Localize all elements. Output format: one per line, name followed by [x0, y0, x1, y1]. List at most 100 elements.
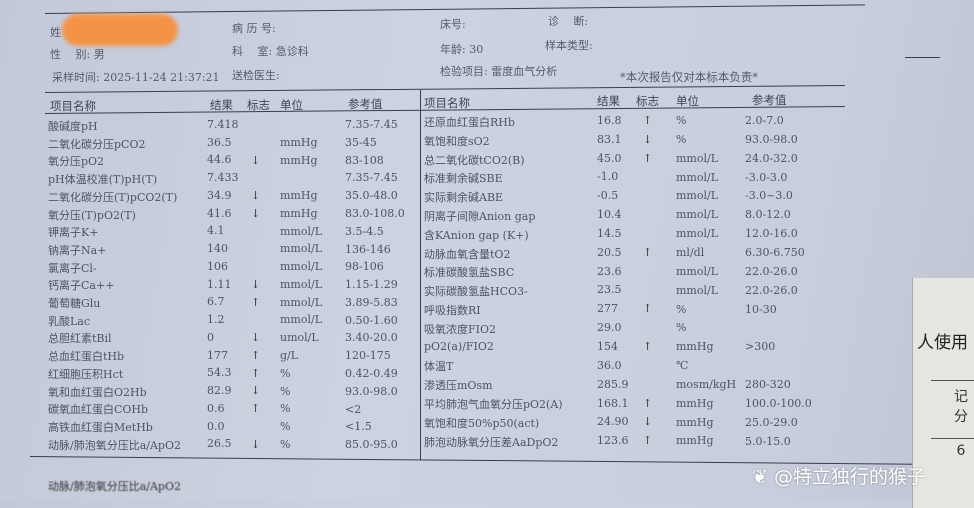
cell-name: 氧分压pO2 [48, 155, 105, 169]
cell-ref: 5.0-15.0 [745, 434, 791, 448]
cell-result: 34.9 [207, 188, 232, 202]
cell-unit: ℃ [676, 359, 689, 373]
redacted-name [62, 14, 178, 46]
cell-name: 钾离子K+ [48, 226, 99, 240]
cell-unit: mmol/L [280, 260, 323, 274]
cell-result: -0.5 [597, 189, 619, 203]
sample-type-label: 样本类型: [545, 39, 593, 52]
col-unit: 单位 [280, 98, 303, 112]
flag-up-icon: ↑ [643, 151, 653, 165]
cell-name: 酸碱度pH [48, 120, 98, 133]
cell-name: 含KAnion gap (K+) [424, 228, 529, 242]
cell-unit: % [280, 402, 291, 416]
cell-result: 0.6 [207, 401, 225, 415]
side-card: 人使用 记 分 6 [912, 278, 974, 508]
cell-name: 氯离子Cl- [48, 261, 97, 275]
flag-up-icon: ↑ [251, 402, 261, 416]
cell-ref: 136-146 [345, 242, 391, 256]
cell-result: 0 [207, 330, 214, 344]
cell-ref: -3.0~3.0 [745, 189, 793, 203]
cell-unit: mmol/L [280, 277, 323, 291]
cell-result: 1.2 [207, 313, 225, 327]
cell-result: 54.3 [207, 366, 232, 380]
cell-unit: mmol/L [676, 283, 719, 297]
flag-up-icon: ↑ [251, 348, 261, 362]
cell-ref: >300 [745, 340, 776, 354]
cell-ref: 22.0-26.0 [745, 264, 798, 278]
cell-name: 红细胞压积Hct [48, 367, 124, 381]
cell-unit: mmHg [676, 396, 714, 410]
cell-result: 16.8 [597, 114, 622, 127]
cell-name: 总胆红素tBil [48, 332, 112, 346]
flag-down-icon: ↓ [251, 277, 261, 291]
side-card-text: 人使用 [917, 333, 968, 353]
cell-result: 7.418 [207, 118, 239, 131]
cell-result: -1.0 [597, 170, 619, 184]
cell-unit: mosm/kgH [676, 377, 737, 391]
cell-unit: % [280, 384, 291, 398]
cell-unit: mmHg [676, 415, 714, 429]
department: 科 室: 急诊科 [232, 45, 309, 58]
col-flag: 标志 [636, 94, 659, 108]
watermark: ❦ @特立独行的猴子 [752, 462, 926, 489]
cell-unit: % [280, 437, 291, 451]
flag-up-icon: ↑ [643, 434, 653, 448]
column-divider [420, 90, 421, 460]
cell-name: 总二氧化碳tCO2(B) [424, 153, 525, 167]
cell-result: 277 [597, 302, 618, 316]
cell-ref: 25.0-29.0 [745, 415, 798, 429]
side-card-value: 6 [931, 438, 974, 463]
cell-unit: mmol/L [676, 264, 719, 278]
cell-ref: 98-106 [345, 260, 384, 274]
cell-name: pH体温校准(T)pH(T) [48, 173, 158, 187]
cell-unit: % [280, 366, 291, 380]
cell-unit: mmol/L [280, 313, 323, 327]
cell-ref: 22.0-26.0 [745, 283, 798, 297]
cell-unit: % [676, 132, 687, 146]
sample-time: 采样时间: 2025-11-24 21:37:21 [52, 71, 220, 84]
cell-result: 23.5 [597, 283, 622, 297]
footer-text: 动脉/肺泡氧分压比a/ApO2 [48, 480, 181, 493]
cell-unit: % [676, 302, 687, 316]
cell-name: 氧饱和度sO2 [424, 134, 490, 148]
margin-mark [905, 57, 940, 58]
side-card-header: 记 分 [931, 380, 974, 437]
cell-unit: mmHg [280, 189, 318, 203]
cell-unit: mmHg [676, 340, 714, 354]
cell-ref: 35-45 [345, 135, 377, 149]
cell-name: 吸氧浓度FIO2 [424, 322, 496, 336]
top-rule [44, 4, 865, 14]
cell-result: 106 [207, 259, 228, 273]
cell-name: 钙离子Ca++ [48, 279, 115, 293]
cell-ref: 7.35-7.45 [345, 118, 398, 131]
record-number-label: 病 历 号: [232, 22, 276, 35]
cell-ref: 3.89-5.83 [345, 295, 398, 309]
cell-name: 标准碳酸氢盐SBC [424, 266, 515, 280]
cell-unit: mmol/L [676, 189, 719, 203]
cell-result: 123.6 [597, 434, 629, 448]
cell-result: 154 [597, 340, 618, 353]
name-label: 姓 [50, 26, 61, 39]
cell-ref: 93.0-98.0 [345, 384, 398, 398]
cell-unit: ml/dl [676, 245, 705, 259]
flag-up-icon: ↑ [643, 396, 653, 410]
cell-result: 4.1 [207, 224, 225, 238]
table-top-rule [44, 85, 845, 93]
col-unit: 单位 [676, 94, 699, 108]
cell-ref: 7.35-7.45 [345, 171, 398, 185]
flag-down-icon: ↓ [251, 189, 261, 203]
cell-name: 动脉血氧含量tO2 [424, 247, 511, 261]
cell-name: 乳酸Lac [48, 314, 91, 328]
col-ref: 参考值 [348, 97, 383, 111]
cell-result: 168.1 [597, 396, 629, 410]
disclaimer: *本次报告仅对本标本负责* [620, 70, 758, 84]
flag-up-icon: ↑ [643, 340, 653, 354]
cell-name: 碳氧血红蛋白COHb [48, 403, 149, 417]
cell-result: 24.90 [597, 415, 629, 429]
flag-down-icon: ↓ [643, 415, 653, 429]
col-name: 项目名称 [50, 99, 96, 113]
cell-ref: 24.0-32.0 [745, 151, 798, 165]
flag-down-icon: ↓ [251, 206, 261, 220]
flag-up-icon: ↑ [643, 114, 653, 127]
cell-result: 0.0 [207, 419, 225, 433]
